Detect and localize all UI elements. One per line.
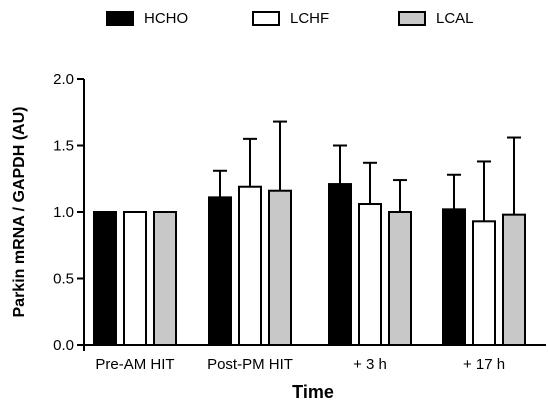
bar-lchf-3 [472, 220, 496, 346]
bar-lcal-1 [268, 189, 292, 346]
y-tick-label: 0.0 [53, 337, 74, 354]
legend-label-lchf: LCHF [290, 10, 330, 27]
bar-lcal-2 [388, 211, 412, 346]
legend-swatch-lcal [398, 11, 426, 26]
y-tick-label: 0.5 [53, 271, 74, 288]
x-tick-label: + 17 h [463, 356, 505, 373]
x-axis-label: Time [292, 382, 334, 402]
bar-lcal-0 [153, 211, 177, 346]
bar-hcho-1 [208, 196, 232, 346]
bar-lchf-2 [358, 203, 382, 346]
y-ticks-group: 0.0 0.5 1.0 1.5 2.0 [53, 71, 84, 354]
bar-hcho-2 [328, 183, 352, 346]
bar-hcho-0 [93, 211, 117, 346]
legend-label-hcho: HCHO [144, 10, 189, 27]
legend-item-hcho: HCHO [106, 10, 188, 27]
x-tick-label: + 3 h [353, 356, 387, 373]
bar-lcal-3 [502, 213, 526, 346]
x-tick-label: Post-PM HIT [207, 356, 293, 373]
y-tick-label: 2.0 [53, 71, 74, 88]
y-axis-label: Parkin mRNA / GAPDH (AU) [11, 107, 28, 318]
x-tick-label: Pre-AM HIT [95, 356, 174, 373]
x-ticks-group: Pre-AM HIT Post-PM HIT + 3 h + 17 h [95, 356, 505, 373]
legend-label-lcal: LCAL [436, 10, 474, 27]
legend: HCHO LCHF LCAL [0, 4, 548, 34]
bars-group [93, 183, 526, 346]
bar-lchf-0 [123, 211, 147, 346]
legend-swatch-hcho [106, 11, 134, 26]
legend-item-lcal: LCAL [398, 10, 474, 27]
legend-swatch-lchf [252, 11, 280, 26]
legend-item-lchf: LCHF [252, 10, 329, 27]
bar-hcho-3 [442, 208, 466, 346]
error-bars-group [213, 120, 521, 222]
y-tick-label: 1.5 [53, 138, 74, 155]
bar-lchf-1 [238, 185, 262, 346]
y-tick-label: 1.0 [53, 204, 74, 221]
